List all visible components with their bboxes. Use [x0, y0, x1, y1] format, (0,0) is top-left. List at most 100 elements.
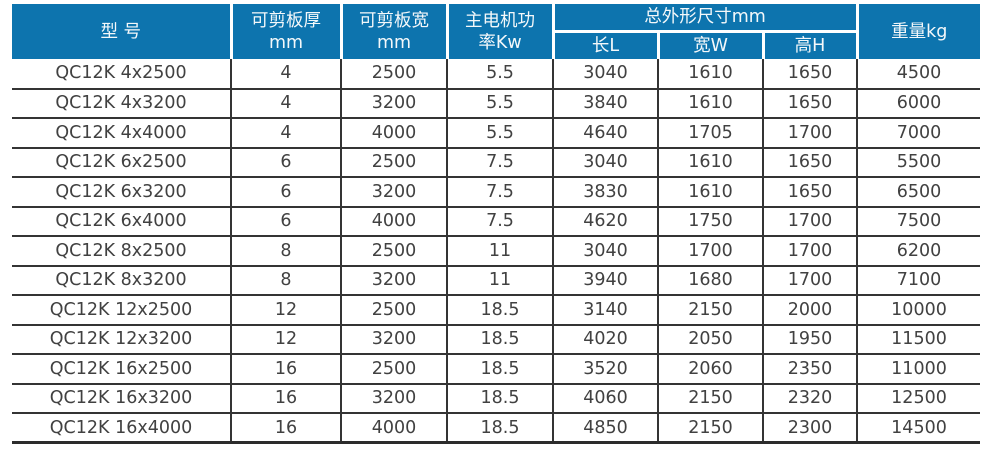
- table-cell: QC12K 6x3200: [12, 177, 231, 208]
- table-row: QC12K 4x2500 4 2500 5.5 3040 1610 1650 4500: [12, 59, 981, 90]
- table-cell: 2300: [761, 413, 858, 444]
- table-cell: 5.5: [446, 59, 553, 90]
- table-cell: 5.5: [446, 118, 553, 149]
- table-row: QC12K 16x4000 16 4000 18.5 4850 2150 2300 14500: [12, 413, 981, 444]
- table-cell: 1700: [761, 265, 858, 296]
- table-cell: 6: [230, 147, 341, 178]
- table-cell: 18.5: [446, 383, 553, 414]
- table-cell: 2320: [761, 383, 858, 414]
- table-cell: QC12K 4x4000: [12, 118, 231, 149]
- table-cell: QC12K 8x2500: [12, 236, 231, 267]
- table-cell: QC12K 16x2500: [12, 354, 231, 385]
- table-cell: 11000: [856, 354, 981, 385]
- table-cell: 3040: [552, 147, 658, 178]
- table-cell: 4620: [552, 206, 658, 237]
- table-cell: 2500: [340, 147, 447, 178]
- table-cell: 1950: [761, 324, 858, 355]
- table-cell: 1700: [657, 236, 763, 267]
- table-cell: 2500: [340, 295, 447, 326]
- table-cell: 4640: [552, 118, 658, 149]
- table-row: QC12K 8x3200 8 3200 11 3940 1680 1700 7100: [12, 265, 981, 296]
- table-cell: 7.5: [446, 177, 553, 208]
- table-cell: 5500: [856, 147, 981, 178]
- table-row: QC12K 4x3200 4 3200 5.5 3840 1610 1650 6000: [12, 88, 981, 119]
- table-cell: 1700: [761, 118, 858, 149]
- table-cell: 1680: [657, 265, 763, 296]
- table-cell: QC12K 12x2500: [12, 295, 231, 326]
- table-cell: 4500: [856, 59, 981, 90]
- table-cell: 6: [230, 177, 341, 208]
- table-cell: 18.5: [446, 354, 553, 385]
- table-cell: 6000: [856, 88, 981, 119]
- header-weight: 重量kg: [855, 4, 981, 59]
- table-row: QC12K 12x3200 12 3200 18.5 4020 2050 1950 11500: [12, 324, 981, 355]
- table-cell: 4: [230, 88, 341, 119]
- table-cell: 2060: [657, 354, 763, 385]
- table-cell: 4020: [552, 324, 658, 355]
- table-cell: QC12K 4x3200: [12, 88, 231, 119]
- table-cell: 16: [230, 354, 341, 385]
- table-cell: 2500: [340, 236, 447, 267]
- table-cell: 8: [230, 236, 341, 267]
- table-cell: 3040: [552, 236, 658, 267]
- header-cut-width: 可剪板宽 mm: [339, 4, 447, 59]
- table-cell: 12: [230, 324, 341, 355]
- table-cell: 1610: [657, 147, 763, 178]
- table-row: QC12K 6x4000 6 4000 7.5 4620 1750 1700 7500: [12, 206, 981, 237]
- table-cell: QC12K 12x3200: [12, 324, 231, 355]
- table-cell: 16: [230, 383, 341, 414]
- table-row: QC12K 6x2500 6 2500 7.5 3040 1610 1650 5500: [12, 147, 981, 178]
- table-cell: 12500: [856, 383, 981, 414]
- table-cell: 3830: [552, 177, 658, 208]
- table-cell: 1610: [657, 88, 763, 119]
- table-cell: 3940: [552, 265, 658, 296]
- table-cell: 14500: [856, 413, 981, 444]
- table-row: QC12K 16x3200 16 3200 18.5 4060 2150 2320 12500: [12, 383, 981, 414]
- table-row: QC12K 4x4000 4 4000 5.5 4640 1705 1700 7000: [12, 118, 981, 149]
- header-height: 高H: [761, 31, 858, 59]
- table-cell: 4000: [340, 413, 447, 444]
- table-cell: 6200: [856, 236, 981, 267]
- table-cell: 7.5: [446, 147, 553, 178]
- table-cell: 1650: [761, 59, 858, 90]
- table-cell: 1700: [761, 236, 858, 267]
- table-cell: 8: [230, 265, 341, 296]
- table-cell: 3840: [552, 88, 658, 119]
- table-cell: 1750: [657, 206, 763, 237]
- table-cell: 10000: [856, 295, 981, 326]
- table-cell: QC12K 6x2500: [12, 147, 231, 178]
- table-cell: 3520: [552, 354, 658, 385]
- table-cell: 7.5: [446, 206, 553, 237]
- table-cell: QC12K 4x2500: [12, 59, 231, 90]
- table-cell: 3040: [552, 59, 658, 90]
- spec-table-container: 型 号 可剪板厚 mm 可剪板宽 mm 主电机功 率Kw 总外形尺寸mm 重量k…: [12, 4, 981, 444]
- table-cell: 12: [230, 295, 341, 326]
- table-header: 型 号 可剪板厚 mm 可剪板宽 mm 主电机功 率Kw 总外形尺寸mm 重量k…: [12, 4, 981, 59]
- table-cell: 7100: [856, 265, 981, 296]
- table-cell: 3200: [340, 324, 447, 355]
- table-row: QC12K 12x2500 12 2500 18.5 3140 2150 2000 10000: [12, 295, 981, 326]
- table-cell: 3200: [340, 177, 447, 208]
- table-cell: 4850: [552, 413, 658, 444]
- table-cell: 4: [230, 118, 341, 149]
- table-cell: 4: [230, 59, 341, 90]
- table-cell: QC12K 16x3200: [12, 383, 231, 414]
- table-cell: 6: [230, 206, 341, 237]
- table-cell: 1610: [657, 59, 763, 90]
- table-cell: 16: [230, 413, 341, 444]
- header-width: 宽W: [656, 31, 763, 59]
- header-motor-power: 主电机功 率Kw: [445, 4, 553, 59]
- table-body: QC12K 4x2500 4 2500 5.5 3040 1610 1650 4500 QC12…: [12, 59, 981, 444]
- table-cell: 2500: [340, 354, 447, 385]
- header-length: 长L: [551, 31, 658, 59]
- table-cell: 1610: [657, 177, 763, 208]
- table-cell: 18.5: [446, 295, 553, 326]
- table-cell: 2150: [657, 413, 763, 444]
- table-cell: 3200: [340, 88, 447, 119]
- table-cell: 11500: [856, 324, 981, 355]
- table-cell: 11: [446, 265, 553, 296]
- table-cell: 2350: [761, 354, 858, 385]
- table-cell: 3200: [340, 265, 447, 296]
- table-row: QC12K 6x3200 6 3200 7.5 3830 1610 1650 6500: [12, 177, 981, 208]
- table-cell: 18.5: [446, 324, 553, 355]
